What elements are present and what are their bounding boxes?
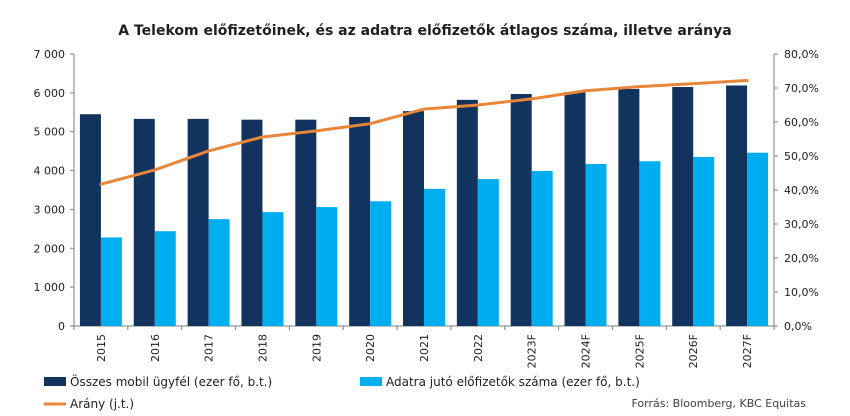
bar-total (726, 85, 748, 326)
bar-data (154, 231, 176, 326)
plot-area: 0 1 000 2 000 3 000 4 000 5 000 6 000 7 000 0,0%… (34, 48, 819, 368)
bar-total (79, 114, 101, 326)
bar-data (262, 212, 284, 326)
y-left-tick-label: 1 000 (34, 281, 66, 294)
legend-label-total: Összes mobil ügyfél (ezer fő, b.t.) (70, 373, 272, 389)
ratio-line (99, 79, 749, 186)
bar-total (133, 118, 155, 327)
bar-data (639, 161, 661, 326)
y-right-tick-label: 10,0% (784, 286, 819, 299)
x-tick-label: 2024F (580, 334, 593, 368)
x-tick-label: 2021 (418, 334, 431, 362)
bar-total (349, 116, 371, 326)
y-left-tick-label: 7 000 (34, 48, 66, 61)
y-left-tick-label: 3 000 (34, 203, 66, 216)
bar-data (477, 179, 499, 326)
y-right-tick-label: 30,0% (784, 218, 819, 231)
x-tick-label: 2026F (687, 334, 700, 368)
y-left-tick-label: 2 000 (34, 242, 66, 255)
bar-total (295, 119, 317, 326)
bar-total (456, 99, 478, 326)
x-tick-label: 2017 (203, 334, 216, 362)
y-right-tick-label: 40,0% (784, 184, 819, 197)
y-left-tick-label: 4 000 (34, 165, 66, 178)
x-tick-label: 2027F (741, 334, 754, 368)
y-right-tick-label: 70,0% (784, 82, 819, 95)
bar-data (531, 170, 553, 326)
bar-data (100, 237, 122, 326)
x-tick-label: 2025F (633, 334, 646, 368)
bar-total (403, 111, 424, 327)
bar-total (241, 119, 263, 326)
bar-total (672, 87, 694, 327)
bar-data (585, 163, 607, 326)
legend-swatch-total (44, 377, 66, 386)
bar-data (747, 152, 769, 326)
bar-total (510, 94, 532, 326)
bar-data (316, 207, 338, 326)
legend-swatch-data (360, 377, 382, 386)
bar-data (208, 219, 230, 326)
y-right-tick-label: 80,0% (784, 48, 819, 61)
y-left-tick-label: 6 000 (34, 87, 66, 100)
x-tick-label: 2015 (95, 334, 108, 362)
bar-total (618, 88, 640, 326)
legend-label-ratio: Arány (j.t.) (70, 397, 134, 411)
source-note: Forrás: Bloomberg, KBC Equitas (631, 397, 806, 410)
y-left-tick-label: 5 000 (34, 126, 66, 139)
x-tick-label: 2020 (364, 334, 377, 362)
x-tick-label: 2016 (149, 334, 162, 362)
y-left-tick-label: 0 (58, 320, 65, 333)
y-right-tick-label: 60,0% (784, 116, 819, 129)
legend-label-data: Adatra jutó előfizetők száma (ezer fő, b… (386, 375, 640, 389)
bar-data (693, 156, 715, 326)
y-right-tick-label: 0,0% (784, 320, 812, 333)
y-right-tick-label: 20,0% (784, 252, 819, 265)
legend: Összes mobil ügyfél (ezer fő, b.t.) Adat… (44, 373, 640, 411)
bar-data (370, 201, 392, 326)
bar-total (564, 92, 586, 326)
x-tick-label: 2022 (472, 334, 485, 362)
x-tick-label: 2023F (526, 334, 539, 368)
y-right-tick-label: 50,0% (784, 150, 819, 163)
bar-data (424, 188, 445, 326)
x-tick-label: 2019 (310, 334, 323, 362)
chart-title: A Telekom előfizetőinek, és az adatra el… (118, 23, 731, 39)
x-tick-label: 2018 (256, 334, 269, 362)
bar-total (187, 118, 209, 327)
